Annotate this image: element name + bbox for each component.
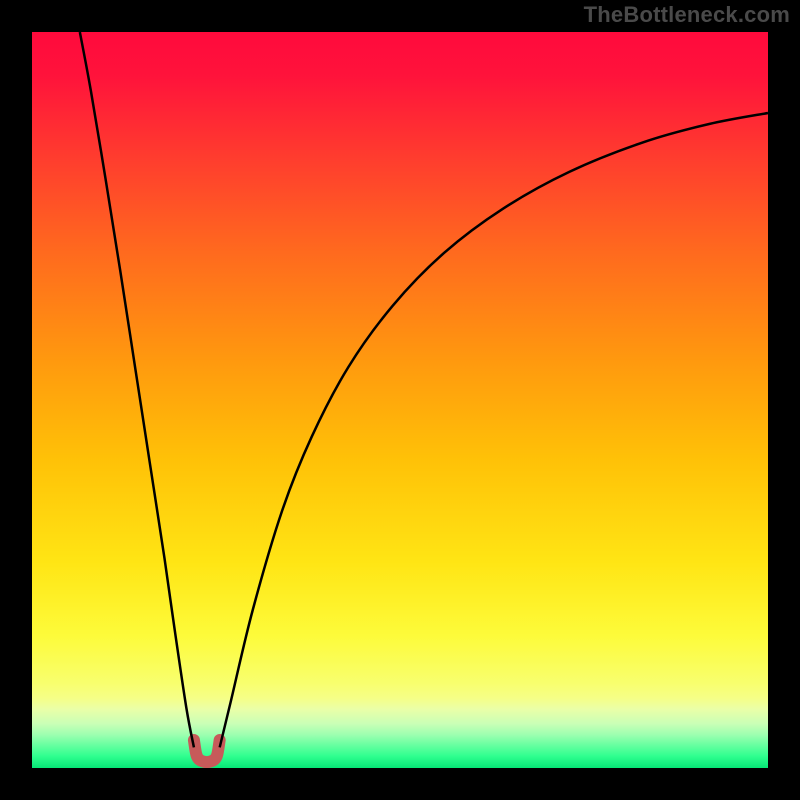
chart-container: { "canvas": { "width": 800, "height": 80…: [0, 0, 800, 800]
bottleneck-region-marker: [194, 740, 220, 762]
bottleneck-curve: [0, 0, 800, 800]
curve-left-branch: [80, 32, 194, 747]
watermark-text: TheBottleneck.com: [584, 2, 790, 28]
curve-right-branch: [220, 113, 768, 747]
